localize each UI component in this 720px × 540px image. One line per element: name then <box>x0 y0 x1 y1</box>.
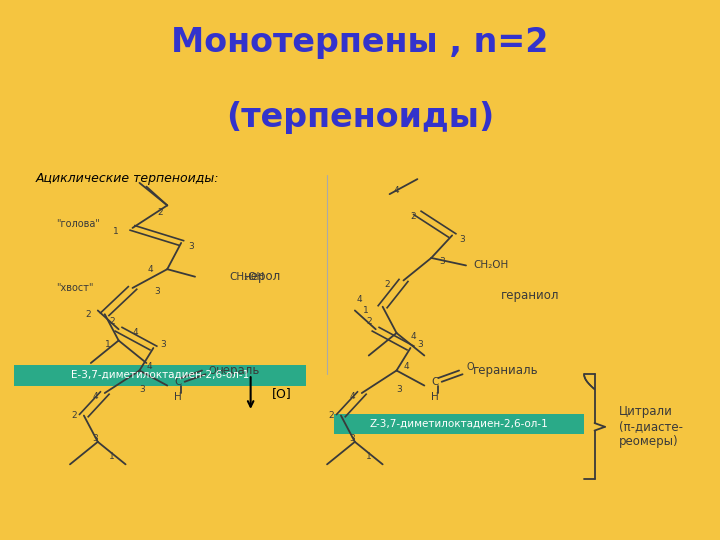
Text: 3: 3 <box>349 434 355 443</box>
Text: Z-3,7-диметилоктадиен-2,6-ол-1: Z-3,7-диметилоктадиен-2,6-ол-1 <box>369 419 549 429</box>
Text: "голова": "голова" <box>56 219 100 229</box>
Text: 3: 3 <box>418 340 423 349</box>
Text: 3: 3 <box>92 434 98 443</box>
Text: гераниол: гераниол <box>501 289 559 302</box>
Text: гераниаль: гераниаль <box>473 364 539 377</box>
Text: CH₂OH: CH₂OH <box>473 260 508 271</box>
FancyBboxPatch shape <box>334 414 584 434</box>
Text: 2: 2 <box>366 317 372 326</box>
FancyBboxPatch shape <box>14 365 306 386</box>
Text: 1: 1 <box>109 453 114 461</box>
Text: (терпеноиды): (терпеноиды) <box>226 102 494 134</box>
Text: 4: 4 <box>356 295 362 303</box>
Text: 3: 3 <box>161 340 166 349</box>
Text: 3: 3 <box>188 242 194 251</box>
Text: 2: 2 <box>384 280 390 289</box>
Text: нераль: нераль <box>216 364 260 377</box>
Text: "хвост": "хвост" <box>56 283 94 293</box>
Text: Ациклические терпеноиды:: Ациклические терпеноиды: <box>35 172 219 185</box>
Text: 4: 4 <box>403 362 409 372</box>
Text: CH₂OH: CH₂OH <box>230 272 265 282</box>
Text: 4: 4 <box>92 392 98 401</box>
Text: 3: 3 <box>140 385 145 394</box>
Text: 1: 1 <box>113 227 119 236</box>
Text: Монотерпены , n=2: Монотерпены , n=2 <box>171 26 549 59</box>
Text: 4: 4 <box>410 332 416 341</box>
Text: 2: 2 <box>85 310 91 319</box>
Text: 1: 1 <box>366 453 372 461</box>
Text: 4: 4 <box>148 265 153 274</box>
Text: 3: 3 <box>397 385 402 394</box>
Text: 3: 3 <box>155 287 161 296</box>
Text: H: H <box>431 392 439 402</box>
Text: Е-3,7-диметилоктадиен-2,6-ол-1: Е-3,7-диметилоктадиен-2,6-ол-1 <box>71 370 249 380</box>
Text: 2: 2 <box>410 212 416 221</box>
Text: O: O <box>466 362 474 372</box>
Text: 1: 1 <box>104 340 110 349</box>
Text: 4: 4 <box>394 186 400 195</box>
Text: 4: 4 <box>132 328 138 338</box>
Text: 4: 4 <box>349 392 355 401</box>
Text: H: H <box>174 392 182 402</box>
Text: C: C <box>174 377 181 387</box>
Text: нерол: нерол <box>243 270 281 283</box>
Text: 4: 4 <box>146 362 152 372</box>
Text: 1: 1 <box>363 306 369 315</box>
Text: 2: 2 <box>71 411 77 420</box>
Text: 2: 2 <box>328 411 334 420</box>
Text: C: C <box>431 377 438 387</box>
Text: 3: 3 <box>439 257 445 266</box>
Text: 2: 2 <box>158 208 163 218</box>
Text: Цитрали
(π-диасте-
реомеры): Цитрали (π-диасте- реомеры) <box>619 406 683 448</box>
Text: 2: 2 <box>109 317 114 326</box>
Text: 3: 3 <box>459 235 465 244</box>
Text: O: O <box>209 366 217 375</box>
Text: [O]: [O] <box>271 387 291 400</box>
